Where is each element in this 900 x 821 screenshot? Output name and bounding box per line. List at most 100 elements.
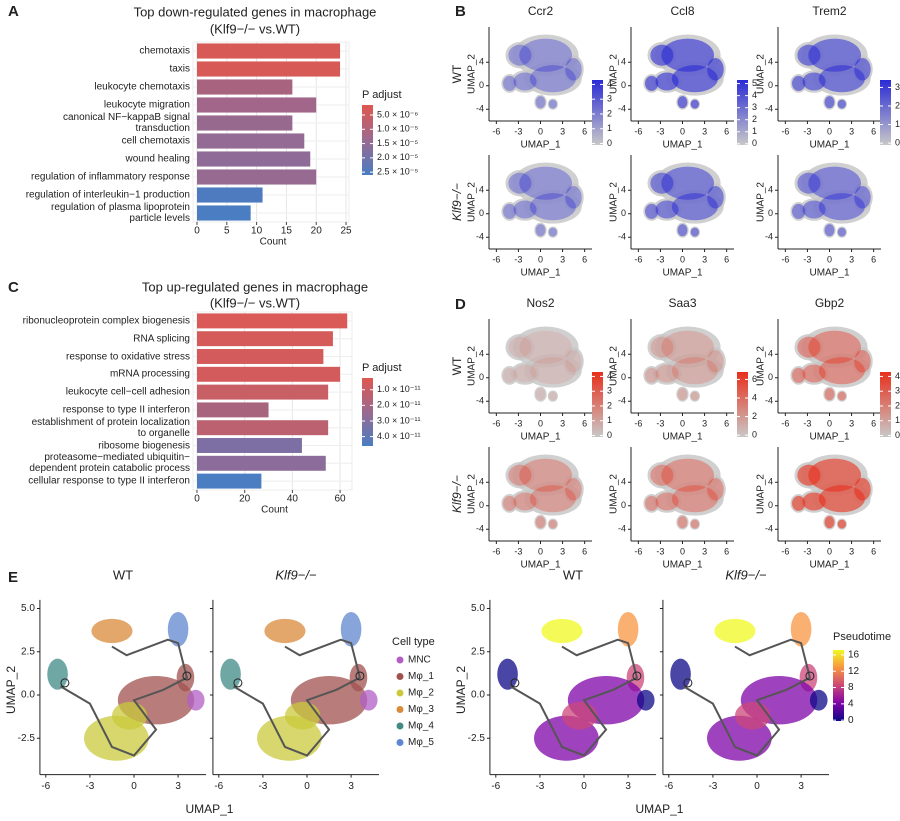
expression-cloud — [519, 330, 573, 364]
trajectory — [232, 638, 362, 757]
chart-title: Top down-regulated genes in macrophage — [134, 4, 377, 19]
expression-cloud — [690, 227, 699, 237]
cell-cloud — [652, 490, 682, 513]
trajectory-node — [632, 671, 642, 681]
trajectory-node — [182, 671, 192, 681]
trajectory — [509, 638, 639, 757]
y-axis-label: UMAP_2 — [467, 54, 478, 94]
column-title: Gbp2 — [815, 296, 845, 310]
y-axis-label: UMAP_2 — [467, 182, 478, 222]
bar — [197, 205, 251, 221]
x-tick-label: -3 — [656, 254, 664, 264]
trajectory-node — [510, 678, 520, 688]
x-tick-label: -6 — [492, 254, 500, 264]
legend-swatch — [396, 739, 404, 746]
cell-cloud — [794, 334, 824, 361]
x-tick-label: -3 — [656, 126, 664, 136]
cell-cloud — [111, 701, 148, 730]
cell-cloud — [505, 42, 535, 69]
cell-cloud — [836, 226, 848, 238]
cell-cloud — [91, 618, 133, 644]
cell-cloud — [799, 362, 829, 385]
expression-cloud — [802, 492, 826, 511]
cell-cloud — [505, 462, 535, 489]
colorbar — [362, 378, 373, 446]
x-tick-label: -3 — [656, 546, 664, 556]
cell-cloud — [284, 701, 321, 730]
expression-cloud — [837, 391, 846, 401]
cell-cloud — [734, 701, 771, 730]
y-axis-label: UMAP_2 — [467, 346, 478, 386]
bar — [197, 473, 262, 489]
x-tick-label: 0 — [538, 254, 543, 264]
expression-cloud — [837, 519, 846, 529]
x-tick-label: 0 — [581, 781, 587, 792]
x-tick-label: 3 — [625, 781, 631, 792]
colorbar-label: 5 — [752, 78, 757, 88]
x-tick-label: -6 — [781, 126, 789, 136]
x-tick-label: -3 — [85, 781, 94, 792]
colorbar-label: 2 — [752, 411, 757, 421]
cell-cloud — [510, 70, 540, 93]
cell-cloud — [501, 494, 518, 513]
x-tick-label: 0 — [194, 226, 200, 237]
cell-cloud — [652, 362, 682, 385]
colorbar-label: 4 — [848, 699, 854, 710]
expression-cloud — [671, 193, 718, 221]
x-tick-label: 6 — [582, 418, 587, 428]
expression-cloud — [548, 227, 557, 237]
expression-cloud — [824, 388, 835, 401]
y-axis-label: UMAP_2 — [609, 182, 620, 222]
x-tick-label: 0 — [827, 126, 832, 136]
cell-cloud — [823, 386, 836, 402]
bar — [197, 349, 324, 364]
expression-cloud — [690, 99, 699, 109]
expression-cloud — [519, 38, 573, 72]
x-tick-label: 6 — [871, 546, 876, 556]
cell-cloud — [799, 198, 829, 221]
panel-label: A — [8, 3, 19, 20]
expression-cloud — [837, 99, 846, 109]
colorbar-label: 12 — [848, 666, 860, 677]
expression-cloud — [655, 72, 679, 91]
x-tick-label: 15 — [281, 226, 293, 237]
colorbar-label: 2 — [607, 400, 612, 410]
trajectory-node — [683, 678, 693, 688]
colorbar — [362, 105, 373, 175]
cell-cloud — [809, 689, 828, 711]
y-tick-label: -4 — [618, 104, 626, 114]
expression-cloud — [548, 99, 557, 109]
x-axis-label: UMAP_1 — [662, 140, 702, 151]
x-tick-label: 3 — [849, 546, 854, 556]
expression-cloud — [565, 58, 582, 81]
category-label: proteasome−mediated ubiquitin− dependent… — [29, 452, 190, 475]
x-axis-label: UMAP_1 — [809, 268, 849, 279]
x-tick-label: -6 — [634, 546, 642, 556]
expression-cloud — [565, 350, 582, 373]
legend-swatch — [396, 673, 404, 680]
y-tick-label: 4 — [768, 57, 773, 67]
y-tick-label: -2.5 — [18, 733, 36, 744]
colorbar-label: 0 — [607, 430, 612, 440]
bar — [197, 133, 305, 149]
expression-cloud — [677, 96, 688, 109]
cell-cloud — [501, 202, 518, 221]
chart-subtitle: (Klf9−/− vs.WT) — [210, 295, 300, 310]
expression-cloud — [797, 172, 821, 194]
bar — [197, 115, 293, 131]
cell-cloud — [836, 390, 848, 402]
y-tick-label: 0 — [479, 500, 484, 510]
y-tick-label: -4 — [765, 524, 773, 534]
cell-cloud — [534, 514, 547, 530]
x-tick-label: 6 — [582, 546, 587, 556]
x-tick-label: -6 — [781, 546, 789, 556]
category-label: wound healing — [125, 153, 191, 165]
x-tick-label: 0 — [680, 254, 685, 264]
y-axis-label: UMAP_2 — [467, 474, 478, 514]
x-tick-label: -6 — [492, 418, 500, 428]
cell-cloud — [647, 462, 677, 489]
y-axis-label: UMAP_2 — [4, 666, 18, 714]
cell-cloud — [359, 689, 378, 711]
expression-cloud — [802, 72, 826, 91]
y-tick-label: 0 — [768, 80, 773, 90]
